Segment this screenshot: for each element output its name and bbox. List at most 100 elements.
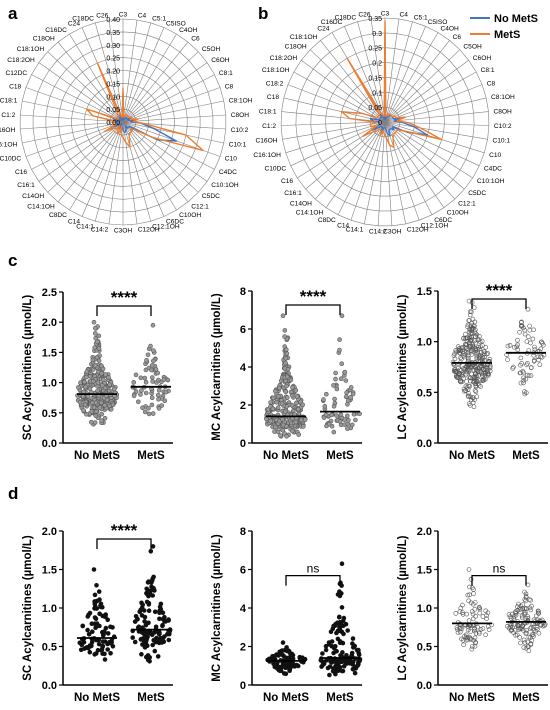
data-point xyxy=(99,418,104,424)
data-point xyxy=(326,640,332,645)
radar-category-label: C6OH xyxy=(473,55,492,62)
data-point xyxy=(142,619,147,624)
radar-grid-ring xyxy=(325,62,445,182)
data-point xyxy=(482,351,487,357)
radar-category-label: C1:2 xyxy=(1,112,15,119)
data-point xyxy=(82,402,88,408)
radar-grid-ring xyxy=(280,17,490,227)
data-point xyxy=(280,652,285,658)
data-point xyxy=(467,592,472,598)
data-point xyxy=(524,630,529,636)
radar-spoke xyxy=(47,51,124,123)
radar-category-label: C10OH xyxy=(179,212,201,219)
data-point xyxy=(515,625,521,631)
data-point xyxy=(455,627,460,632)
data-point xyxy=(162,634,167,639)
data-point xyxy=(104,397,110,403)
data-point xyxy=(461,366,466,372)
radar-spoke xyxy=(25,87,124,123)
radar-category-label: C4DC xyxy=(219,169,237,176)
data-point xyxy=(283,355,289,361)
radar-spoke xyxy=(384,71,477,123)
y-axis-label: MC Acylcarnitines (µmol/L) xyxy=(211,534,223,682)
dot-plot-d1: 0.0 0.5 1.0 1.5 2.0 SC Acylcarnitines (µmol/L… xyxy=(22,521,173,704)
data-point xyxy=(151,358,156,364)
radar-r-tick-label: 0.15 xyxy=(106,81,120,88)
data-point xyxy=(133,613,139,619)
data-point xyxy=(160,610,166,616)
data-point xyxy=(150,411,156,416)
data-point xyxy=(146,608,152,614)
radar-category-label: C14:1OH xyxy=(296,209,324,216)
data-point xyxy=(478,344,483,350)
data-point xyxy=(338,376,344,382)
data-point xyxy=(521,375,526,381)
data-point xyxy=(151,348,156,353)
data-point xyxy=(323,391,329,397)
data-point xyxy=(275,664,280,669)
radar-category-label: C16OH xyxy=(0,127,16,134)
data-point xyxy=(293,419,299,425)
data-point xyxy=(149,584,154,590)
data-point xyxy=(157,630,162,635)
data-point xyxy=(464,342,470,348)
radar-category-label: C5:1 xyxy=(152,16,166,23)
radar-r-tick-label: 0.05 xyxy=(106,107,120,114)
radar-category-label: C8:1OH xyxy=(491,94,515,101)
data-point xyxy=(94,409,99,414)
data-point xyxy=(82,379,87,385)
data-point xyxy=(343,394,349,400)
data-point xyxy=(111,386,117,392)
data-point xyxy=(345,401,350,407)
radar-category-label: C8OH xyxy=(231,112,250,119)
y-tick-label: 2.0 xyxy=(42,317,57,329)
radar-category-label: C5:1 xyxy=(414,14,428,21)
significance-label: **** xyxy=(486,281,513,300)
data-point xyxy=(466,391,472,396)
data-point xyxy=(345,426,350,431)
data-point xyxy=(522,391,528,397)
data-point xyxy=(101,377,106,383)
radar-spoke xyxy=(22,121,124,144)
y-tick-label: 4 xyxy=(240,603,247,615)
radar-spoke xyxy=(122,121,189,203)
radar-category-label: C8:1 xyxy=(481,67,495,74)
data-point xyxy=(467,584,472,590)
data-point xyxy=(454,625,460,630)
data-point xyxy=(323,647,329,653)
radar-spoke xyxy=(384,97,487,123)
radar-category-label: C16OH xyxy=(256,138,278,145)
data-point xyxy=(277,649,283,655)
data-point xyxy=(521,325,526,331)
data-point xyxy=(279,401,285,406)
data-point xyxy=(473,365,478,370)
data-point xyxy=(508,622,514,628)
data-point xyxy=(464,637,469,643)
data-point xyxy=(96,346,102,351)
data-point xyxy=(477,339,483,345)
data-point xyxy=(101,629,107,634)
radar-spoke xyxy=(384,84,483,123)
data-point xyxy=(471,368,477,373)
data-point xyxy=(328,659,334,665)
data-point xyxy=(332,396,337,402)
radar-category-label: C18:1OH xyxy=(262,67,290,74)
data-point xyxy=(85,614,91,619)
data-point xyxy=(520,368,526,374)
radar-category-label: C6OH xyxy=(211,57,230,64)
radar-spoke xyxy=(122,100,224,123)
radar-spoke xyxy=(122,121,215,170)
data-point xyxy=(524,339,530,344)
radar-spoke xyxy=(57,41,124,123)
y-tick-label: 2.5 xyxy=(42,287,57,299)
data-point xyxy=(350,391,356,397)
data-point xyxy=(162,398,168,404)
data-point xyxy=(454,374,460,380)
data-point xyxy=(466,618,472,624)
data-point xyxy=(468,576,474,582)
y-tick-label: 0 xyxy=(240,680,246,692)
x-category-label: No MetS xyxy=(74,692,120,704)
data-point xyxy=(468,600,474,606)
data-point xyxy=(348,385,354,390)
radar-category-label: C16DC xyxy=(45,27,67,34)
